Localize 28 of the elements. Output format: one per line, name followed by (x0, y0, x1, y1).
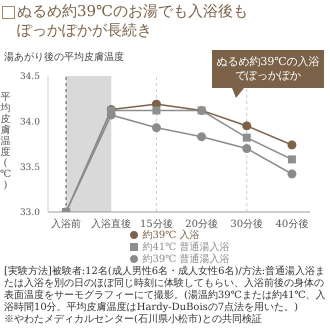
chart-subtitle: 湯あがり後の平均皮膚温度 (4, 50, 124, 64)
point (242, 134, 251, 142)
point (287, 140, 296, 150)
y-tick-label: 33.0 (20, 208, 40, 218)
x-tick-label: 15分後 (140, 218, 173, 230)
point (152, 106, 160, 114)
legend-label: 約39℃ 普通湯入浴 (142, 254, 230, 265)
text: [実験方法]被験者:12名(成人男性6名・成人女性6名)/方法:普通湯入浴または入浴を別の日のほぼ同じ時刻に体験してもらい、入浴前後の身体の表面温度をサーモグラフィーにて撮影。(湯温約39℃または約41℃、入浴時間10分。平均皮膚温度はHardy-DuBoisの7点法を用いた。) (4, 266, 326, 314)
point (242, 144, 252, 154)
x-tick-label: 入浴直後 (91, 218, 132, 230)
point (197, 132, 206, 142)
point (242, 121, 252, 130)
legend-label: 約41℃ 普通湯入浴 (142, 242, 230, 253)
x-tick-label: 40分後 (276, 218, 308, 230)
chart-title: ぬるめ約39℃のお湯でも入浴後もぽっかぽかが長続き (17, 2, 249, 40)
text: ※やわたメディカルセンター(石川県小松市)との共同検証 (4, 314, 263, 326)
x-tick-label: 30分後 (230, 218, 264, 230)
text: 平均皮膚温度(℃) (0, 92, 12, 191)
y-tick-label: 33.5 (20, 162, 40, 173)
annotation: ぬるめ約39℃の入浴でぽっかぽか (212, 50, 324, 88)
y-tick-label: 34.5 (20, 72, 40, 82)
legend-label: 約39℃ 入浴 (142, 230, 200, 241)
x-tick-label: 20分後 (185, 218, 218, 230)
x-tick-label: 入浴前 (51, 218, 82, 230)
point (288, 155, 296, 164)
point (152, 123, 161, 132)
point (287, 169, 296, 178)
y-tick-label: 34.0 (20, 118, 40, 128)
